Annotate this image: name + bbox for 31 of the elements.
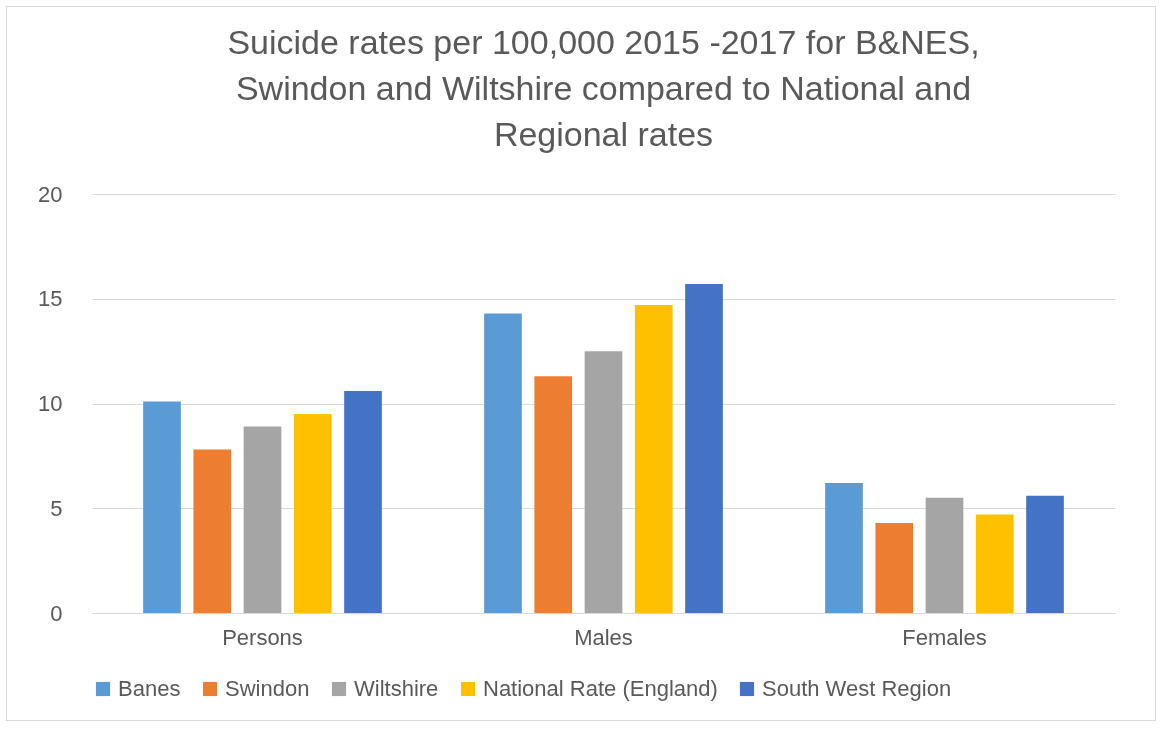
bar [534, 376, 573, 613]
bar [825, 483, 863, 613]
y-tick-label: 10 [38, 391, 63, 416]
bar [293, 413, 332, 613]
bar [243, 426, 282, 613]
legend-label: Banes [118, 676, 181, 701]
bar [143, 401, 181, 613]
x-tick-label: Persons [222, 624, 303, 650]
bar [925, 497, 964, 613]
legend-label: Wiltshire [354, 676, 439, 701]
bar [875, 522, 914, 613]
y-tick-label: 15 [38, 286, 63, 312]
bar [484, 313, 522, 613]
legend-label: Swindon [225, 676, 310, 701]
bar [584, 351, 623, 613]
text: Suicide rates per 100,000 2015 -2017 for B&NES, [227, 23, 980, 61]
bar [344, 390, 382, 613]
bar [193, 449, 232, 613]
legend-label: National Rate (England) [483, 676, 718, 701]
text: Regional rates [493, 115, 714, 153]
text: Swindon and Wiltshire compared to National and [235, 69, 972, 107]
y-tick-label: 5 [50, 495, 63, 521]
legend-label: South West Region [762, 676, 952, 701]
x-tick-label: Males [574, 624, 633, 650]
bar [685, 284, 723, 613]
y-tick-label: 0 [50, 600, 63, 626]
x-tick-label: Females [902, 624, 987, 650]
bar [1026, 495, 1064, 613]
bar [975, 514, 1014, 613]
bar [634, 305, 673, 613]
y-tick-label: 20 [38, 181, 63, 207]
